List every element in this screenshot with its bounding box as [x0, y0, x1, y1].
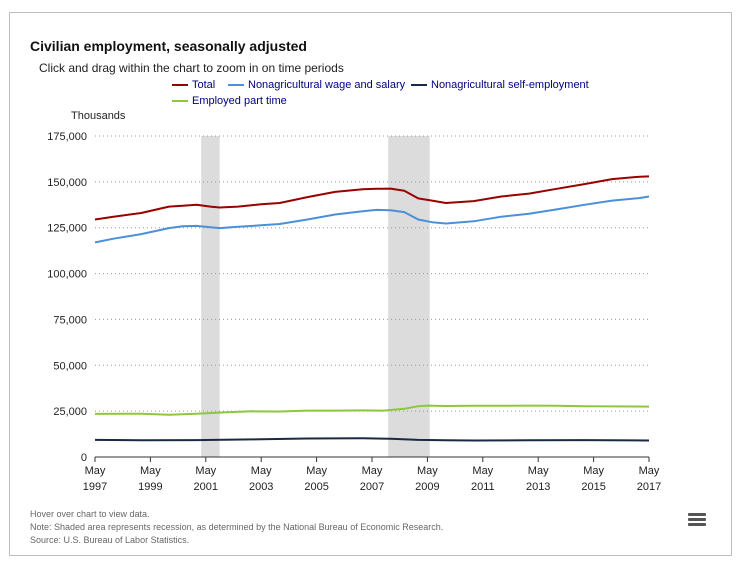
- legend-label-total: Total: [192, 79, 216, 91]
- legend-label-self-employment: Nonagricultural self-employment: [431, 79, 589, 91]
- series-line-employed-part-time[interactable]: [94, 404, 650, 416]
- x-tick-label-year: 2007: [360, 481, 384, 493]
- series-line-total[interactable]: [94, 175, 650, 221]
- x-tick-label-year: 2013: [526, 481, 550, 493]
- x-tick-label-year: 2005: [304, 481, 328, 493]
- x-tick-label-month: May: [362, 465, 383, 477]
- x-tick-label-month: May: [583, 465, 604, 477]
- x-tick-label-year: 2017: [637, 481, 661, 493]
- legend-label-wage-salary: Nonagricultural wage and salary: [248, 79, 406, 91]
- recession-note: Note: Shaded area represents recession, …: [30, 522, 444, 532]
- y-tick-label: 125,000: [47, 223, 87, 235]
- hamburger-menu-icon[interactable]: [688, 513, 706, 527]
- x-tick-label-month: May: [251, 465, 272, 477]
- series-line-nonagricultural-wage-and-salary[interactable]: [94, 195, 650, 244]
- series-line-nonagricultural-self-employment[interactable]: [94, 437, 650, 442]
- x-tick-label-month: May: [306, 465, 327, 477]
- x-tick-label-year: 2015: [581, 481, 605, 493]
- recession-bands: [201, 136, 430, 457]
- x-tick-label-month: May: [639, 465, 660, 477]
- recession-band-0: [201, 136, 220, 457]
- source-note: Source: U.S. Bureau of Labor Statistics.: [30, 535, 190, 545]
- chart-container: [9, 12, 732, 556]
- y-tick-label: 150,000: [47, 177, 87, 189]
- x-tick-label-month: May: [417, 465, 438, 477]
- legend-item-total[interactable]: Total: [172, 79, 215, 91]
- legend-item-part-time[interactable]: Employed part time: [172, 95, 287, 107]
- x-tick-label-year: 1997: [83, 481, 107, 493]
- x-tick-label-month: May: [140, 465, 161, 477]
- y-tick-label: 175,000: [47, 131, 87, 143]
- y-tick-label: 50,000: [53, 360, 87, 372]
- axes: 0 25,000 50,000 75,000 100,000 125,000 150,000…: [47, 131, 661, 493]
- x-tick-label-year: 2011: [471, 481, 495, 493]
- grid-lines: [95, 135, 649, 412]
- x-tick-label-year: 2009: [415, 481, 439, 493]
- chart-title: Civilian employment, seasonally adjusted: [30, 38, 307, 54]
- chart-notes: Hover over chart to view data. Note: Sha…: [30, 508, 443, 547]
- hover-note: Hover over chart to view data.: [30, 509, 150, 519]
- legend-swatch-wage-salary: [228, 84, 244, 86]
- chart-subtitle: Click and drag within the chart to zoom …: [39, 61, 344, 75]
- series-lines[interactable]: [94, 175, 650, 442]
- x-tick-label-year: 1999: [138, 481, 162, 493]
- y-tick-label: 0: [81, 452, 87, 464]
- x-tick-label-year: 2001: [194, 481, 218, 493]
- legend-swatch-total: [172, 84, 188, 86]
- legend-item-wage-salary[interactable]: Nonagricultural wage and salary: [228, 79, 405, 91]
- x-tick-label-month: May: [472, 465, 493, 477]
- legend-label-part-time: Employed part time: [192, 95, 287, 107]
- x-tick-label-year: 2003: [249, 481, 273, 493]
- x-tick-label-month: May: [195, 465, 216, 477]
- y-axis-label: Thousands: [71, 110, 126, 122]
- y-tick-label: 25,000: [53, 406, 87, 418]
- y-tick-label: 100,000: [47, 269, 87, 281]
- legend-swatch-self-employment: [411, 84, 427, 86]
- legend-item-self-employment[interactable]: Nonagricultural self-employment: [411, 79, 589, 91]
- legend-swatch-part-time: [172, 100, 188, 102]
- x-tick-label-month: May: [528, 465, 549, 477]
- y-tick-label: 75,000: [53, 314, 87, 326]
- x-tick-label-month: May: [85, 465, 106, 477]
